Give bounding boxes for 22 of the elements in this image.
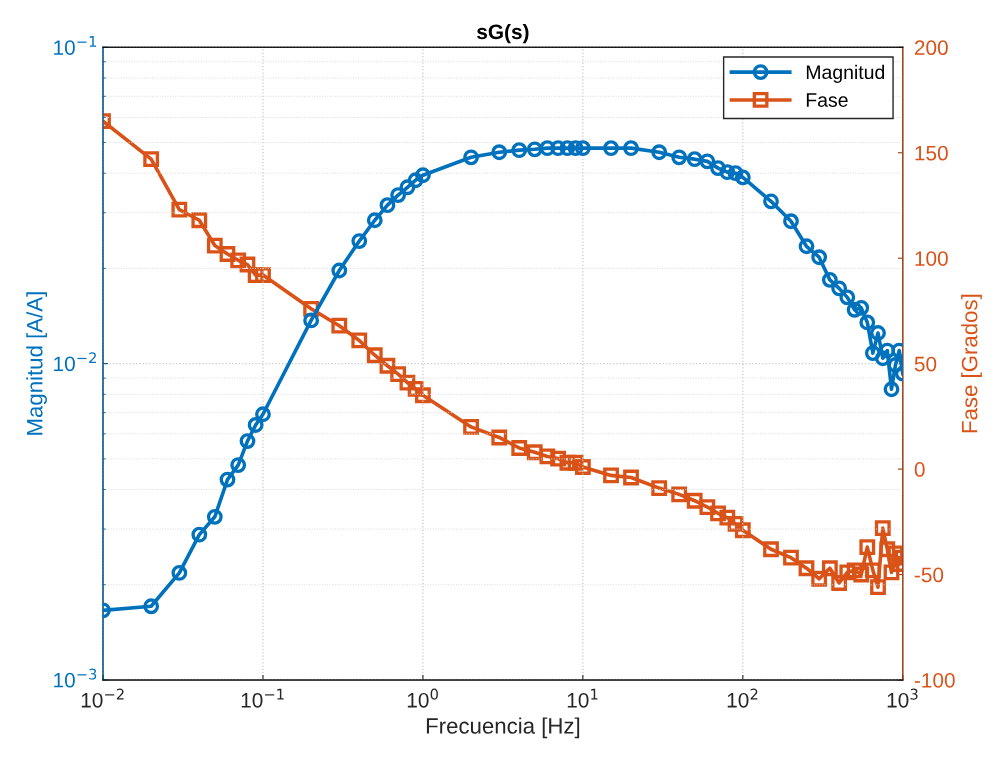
y2-tick-label: 100 — [915, 251, 948, 266]
chart-title: sG(s) — [477, 23, 529, 44]
y2-tick-label: 50 — [914, 356, 937, 372]
legend-label: Magnitud — [806, 64, 885, 83]
y2-tick-label: 0 — [914, 462, 925, 477]
y2-tick-label: 200 — [914, 40, 948, 56]
y-tick-label: 10$^{−1}$ — [54, 36, 97, 55]
y2-tick-label: 150 — [915, 145, 948, 161]
x-tick-label: 10$^{−2}$ — [81, 688, 124, 708]
y2-tick-label: -100 — [914, 672, 955, 688]
y-tick-label: 10$^{−2}$ — [54, 352, 96, 372]
y2-tick-label: -50 — [914, 567, 944, 583]
y2-axis-title: Fase [Grados] — [961, 294, 982, 433]
x-tick-label: 10$^{1}$ — [567, 688, 598, 708]
x-tick-label: 10$^{0}$ — [407, 688, 438, 708]
y-axis-title: Magnitud [A/A] — [26, 292, 47, 435]
legend-label: Fase — [806, 93, 848, 107]
x-tick-label: 10$^{−1}$ — [241, 688, 284, 708]
x-tick-label: 10$^{2}$ — [727, 688, 758, 708]
y-tick-label: 10$^{−3}$ — [54, 668, 97, 688]
x-tick-label: 10$^{3}$ — [887, 688, 918, 708]
x-axis-title: Frecuencia [Hz] — [426, 717, 580, 739]
